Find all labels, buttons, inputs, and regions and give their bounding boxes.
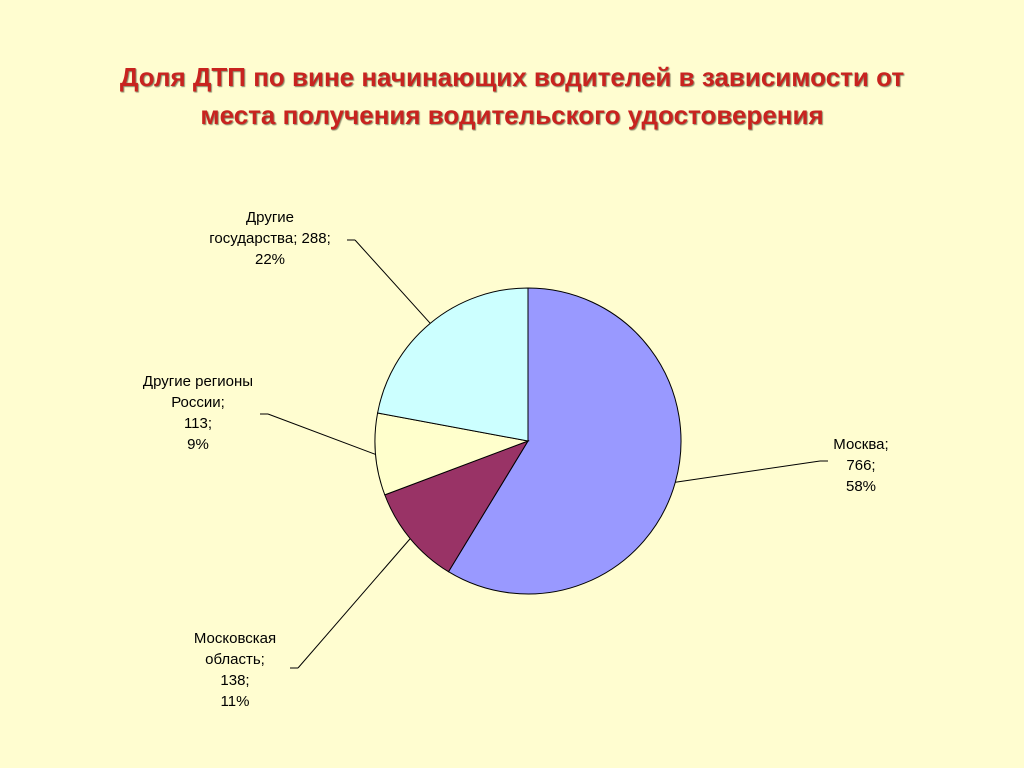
data-label-other-countries-name-2: государства; 288; (209, 230, 331, 247)
chart-title-line-2: места получения водительского удостовере… (200, 100, 824, 130)
data-label-other-regions-name-1: Другие регионы (142, 373, 254, 390)
data-label-moscow-region-name-2: область; (205, 651, 265, 668)
data-label-other-regions: Другие регионы России; 113; 9% (118, 371, 278, 455)
leader-line-moscow (675, 460, 821, 483)
data-label-moscow-name: Москва; (833, 436, 889, 453)
pie-slice-moscow (447, 287, 682, 595)
data-label-moscow-region: Московская область; 138; 11% (170, 628, 300, 712)
data-label-other-countries: Другие государства; 288; 22% (185, 207, 355, 270)
pie-slice-other-countries (377, 287, 529, 442)
chart-title-line-1: Доля ДТП по вине начинающих водителей в … (119, 62, 905, 92)
data-label-moscow-region-value: 138; (220, 672, 250, 689)
pie-slice-other-regions (374, 412, 530, 496)
data-label-other-countries-name-1: Другие (245, 209, 295, 226)
data-label-moscow-percent: 58% (845, 478, 877, 495)
data-label-moscow-region-name-1: Московская (193, 630, 277, 647)
data-label-other-regions-percent: 9% (187, 436, 209, 453)
leader-line-other-countries (354, 239, 431, 324)
leader-line-other-regions (267, 413, 376, 455)
data-label-moscow: Москва; 766; 58% (806, 434, 916, 497)
data-label-moscow-region-percent: 11% (220, 693, 250, 710)
data-label-moscow-value: 766; (846, 457, 876, 474)
leader-line-moscow-region (297, 538, 411, 669)
data-label-other-regions-value: 113; (183, 415, 213, 432)
data-label-other-countries-percent: 22% (254, 251, 286, 268)
data-label-other-regions-name-2: России; (171, 394, 225, 411)
chart-title: Доля ДТП по вине начинающих водителей в … (40, 58, 984, 134)
